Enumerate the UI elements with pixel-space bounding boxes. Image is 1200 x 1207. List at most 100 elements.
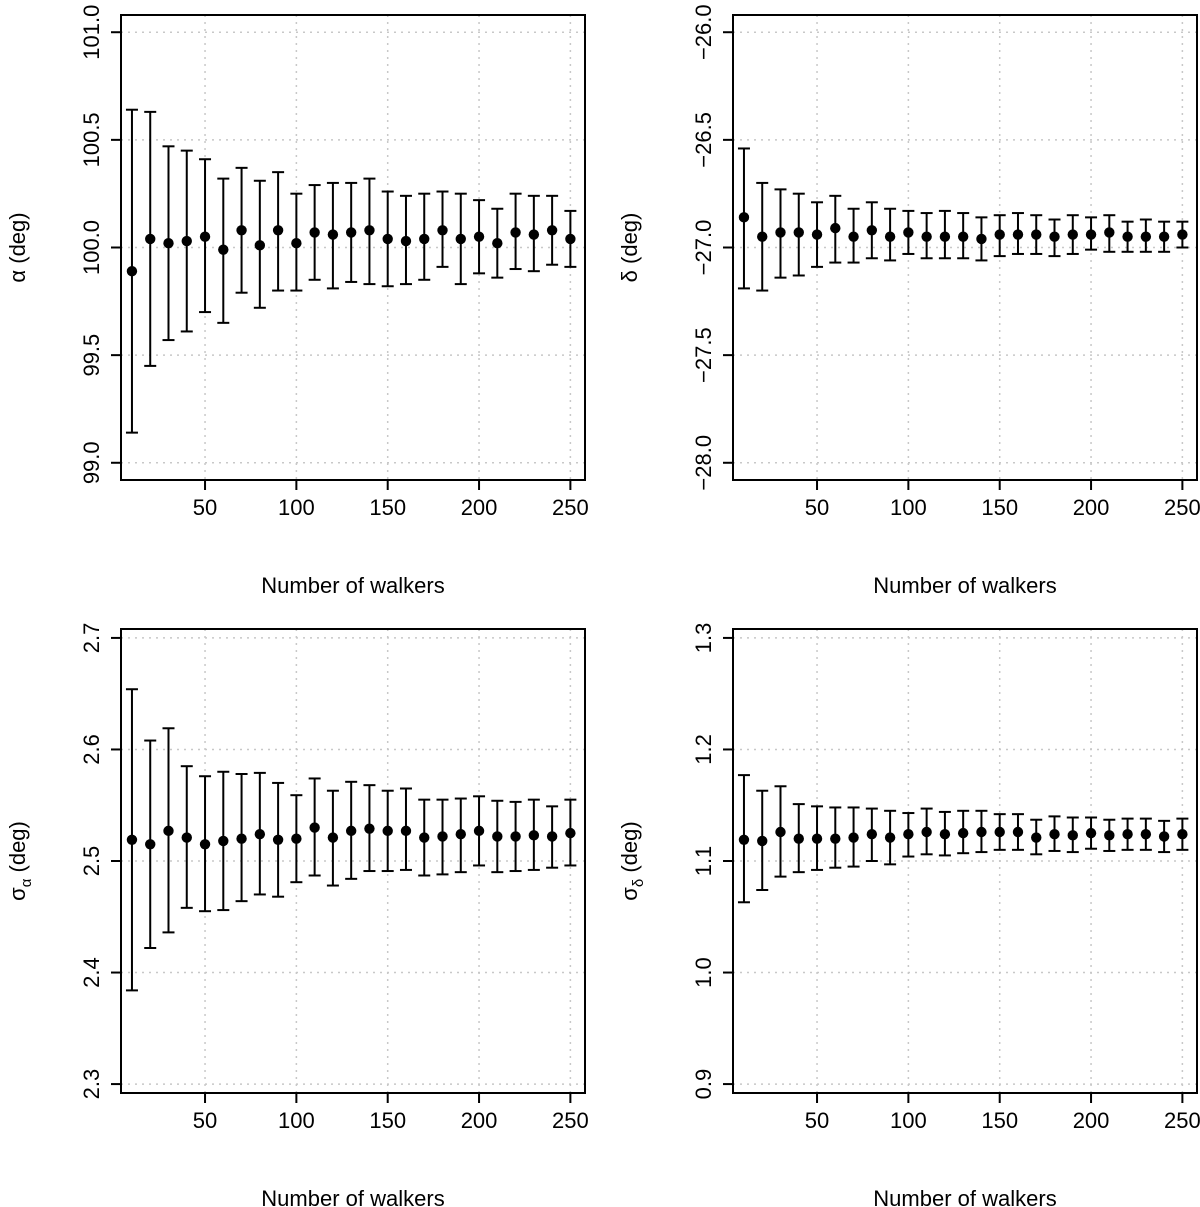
data-point-13 — [976, 826, 987, 838]
y-tick-label-0: 99.0 — [79, 441, 104, 484]
data-point-15 — [400, 825, 412, 837]
data-point-11 — [327, 229, 339, 240]
chart-panel-bottom-left: 50 100 150 200 250 Number of walkers 2.3 2.4 2.5… — [5, 623, 589, 1207]
data-point-2 — [163, 237, 174, 249]
y-axis-title: σδ (deg) — [617, 821, 647, 900]
y-tick-label-4: 101.0 — [79, 5, 104, 60]
data-point-7 — [866, 225, 878, 236]
data-point-12 — [957, 827, 969, 839]
y-axis-title-symbol: σ — [617, 887, 642, 901]
data-point-6 — [236, 833, 247, 844]
data-point-8 — [884, 832, 896, 843]
data-point-10 — [309, 822, 320, 833]
data-point-23 — [546, 831, 558, 842]
y-tick-label-4: −26.0 — [691, 4, 716, 60]
data-point-20 — [492, 237, 503, 249]
y-axis-title-unit: (deg) — [5, 821, 30, 878]
data-point-9 — [903, 829, 914, 840]
data-point-24 — [565, 233, 576, 245]
data-point-12 — [957, 231, 969, 242]
data-point-10 — [309, 227, 320, 238]
data-point-16 — [419, 233, 430, 245]
x-tick-label-0: 50 — [193, 1108, 217, 1133]
data-point-18 — [455, 233, 466, 245]
data-point-11 — [939, 231, 951, 242]
y-tick-label-4: 2.7 — [79, 623, 104, 654]
data-point-12 — [345, 227, 357, 238]
y-axis-title: α (deg) — [5, 212, 30, 282]
data-point-5 — [830, 222, 841, 234]
data-point-21 — [510, 227, 521, 238]
data-point-21 — [1122, 231, 1133, 242]
y-axis-title-unit: (deg) — [617, 213, 642, 270]
data-series — [737, 774, 1189, 904]
y-tick-label-3: 1.2 — [691, 734, 716, 765]
data-point-5 — [218, 835, 229, 847]
x-tick-label-4: 250 — [1164, 1108, 1200, 1133]
data-point-23 — [1158, 231, 1170, 242]
data-point-24 — [1177, 229, 1188, 240]
x-tick-label-2: 150 — [981, 1108, 1018, 1133]
data-series — [125, 108, 577, 434]
data-point-1 — [145, 839, 156, 850]
y-axis-title: σα (deg) — [5, 821, 35, 901]
y-axis: 99.0 99.5 100.0 100.5 101.0 α (deg) — [5, 5, 121, 484]
data-point-20 — [1104, 830, 1115, 841]
data-point-18 — [1067, 830, 1078, 841]
data-point-3 — [793, 227, 804, 238]
y-tick-label-3: 100.5 — [79, 112, 104, 167]
data-point-15 — [1012, 229, 1024, 240]
x-axis-title: Number of walkers — [261, 573, 444, 598]
data-point-14 — [382, 825, 393, 837]
data-point-1 — [145, 233, 156, 245]
data-point-3 — [181, 235, 192, 247]
y-tick-label-1: 99.5 — [79, 334, 104, 377]
y-tick-label-3: 2.6 — [79, 734, 104, 765]
x-tick-label-4: 250 — [552, 495, 589, 520]
data-point-20 — [1104, 227, 1115, 238]
x-axis-title: Number of walkers — [261, 1186, 444, 1207]
chart-panel-top-left: 50 100 150 200 250 Number of walkers 99.0 99.5 1… — [5, 5, 589, 598]
y-axis-title-subscript: α — [18, 878, 35, 887]
data-point-17 — [437, 225, 448, 236]
data-point-10 — [921, 826, 932, 838]
y-tick-label-2: 2.5 — [79, 846, 104, 877]
data-point-10 — [921, 231, 932, 242]
data-point-5 — [218, 244, 229, 255]
y-axis-title-unit: (deg) — [617, 821, 642, 878]
data-point-13 — [364, 225, 375, 236]
data-point-13 — [976, 233, 987, 245]
y-axis-title: δ (deg) — [617, 213, 642, 283]
data-point-20 — [492, 831, 503, 842]
y-tick-label-2: −27.0 — [691, 220, 716, 276]
x-axis: 50 100 150 200 250 Number of walkers — [805, 1093, 1200, 1207]
data-point-4 — [199, 839, 211, 850]
data-point-14 — [382, 233, 393, 245]
data-point-18 — [1067, 229, 1078, 240]
chart-panel-top-right: 50 100 150 200 250 Number of walkers −28.0 −27.… — [617, 4, 1200, 598]
x-tick-label-4: 250 — [552, 1108, 589, 1133]
x-axis: 50 100 150 200 250 Number of walkers — [193, 480, 589, 598]
x-tick-label-1: 100 — [890, 495, 927, 520]
x-tick-label-3: 200 — [461, 1108, 498, 1133]
data-point-22 — [528, 830, 540, 841]
data-point-5 — [830, 833, 841, 844]
data-point-14 — [994, 826, 1005, 838]
data-point-11 — [327, 832, 339, 843]
y-tick-label-4: 1.3 — [691, 623, 716, 654]
data-point-22 — [528, 229, 540, 240]
data-point-13 — [364, 823, 375, 834]
data-point-6 — [236, 225, 247, 236]
data-point-21 — [510, 831, 521, 842]
y-tick-label-0: −28.0 — [691, 435, 716, 491]
data-point-11 — [939, 829, 951, 840]
data-point-24 — [565, 827, 576, 839]
x-tick-label-1: 100 — [890, 1108, 927, 1133]
data-series — [737, 147, 1189, 292]
x-axis-title: Number of walkers — [873, 573, 1056, 598]
x-tick-label-0: 50 — [805, 1108, 829, 1133]
data-point-18 — [455, 829, 466, 840]
data-point-2 — [775, 826, 786, 838]
chart-panel-bottom-right: 50 100 150 200 250 Number of walkers 0.9 1.0 1.1… — [617, 623, 1200, 1207]
